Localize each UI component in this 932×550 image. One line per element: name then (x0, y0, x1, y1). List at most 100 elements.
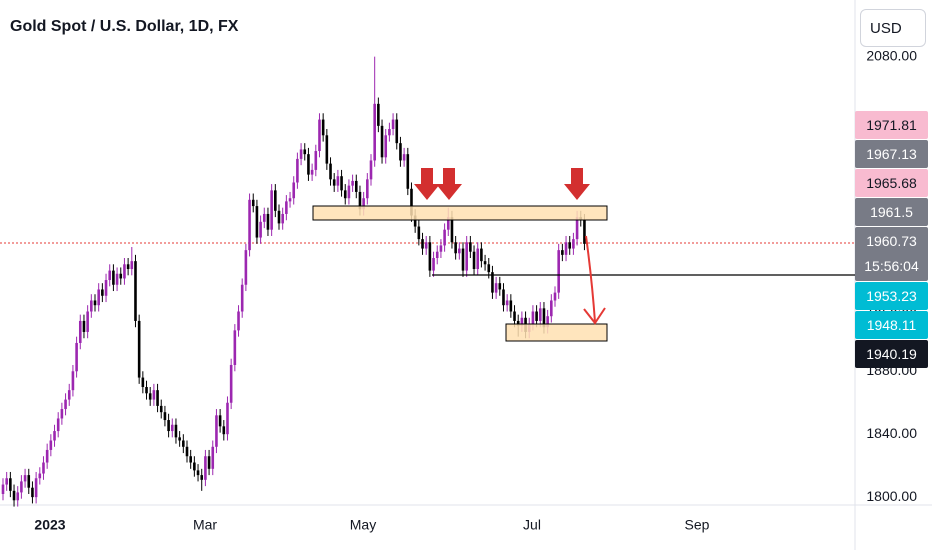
candle-body (45, 449, 49, 463)
support-zone (505, 323, 608, 342)
candle-body (251, 199, 255, 207)
candle-body (16, 492, 20, 501)
candle-body (222, 426, 226, 435)
candle-body (388, 129, 391, 136)
candle-body (42, 462, 45, 474)
candle-body (38, 473, 42, 479)
candle-body (1, 484, 5, 494)
candle-body (137, 320, 141, 378)
candle-body (82, 320, 86, 332)
currency-button[interactable]: USD (860, 9, 926, 47)
candle-body (60, 409, 64, 419)
candle-body (424, 242, 428, 249)
candle-body (292, 182, 296, 199)
candle-body (93, 300, 97, 306)
candle-body (538, 308, 542, 321)
candle-body (307, 154, 310, 175)
candle-body (182, 440, 185, 447)
candle-body (472, 251, 476, 270)
candle-body (476, 248, 480, 270)
candle-body (233, 330, 237, 365)
price-label: 1940.19 (855, 340, 928, 368)
candle-body (321, 119, 325, 136)
chart-title: Gold Spot / U.S. Dollar, 1D, FX (10, 18, 239, 35)
price-label: 1965.68 (855, 169, 928, 197)
x-tick-label: Sep (685, 517, 710, 533)
candle-body (78, 320, 82, 343)
candle-body (402, 154, 406, 161)
candle-body (274, 190, 277, 211)
resistance-zone (312, 205, 608, 221)
candle-body (413, 215, 417, 227)
candle-body (159, 405, 163, 413)
candle-body (458, 248, 461, 254)
price-label-value: 1940.19 (866, 345, 917, 362)
candle-body (218, 415, 222, 427)
projection-arrow (585, 235, 596, 323)
candle-body (211, 446, 215, 469)
candle-body (255, 206, 259, 238)
candle-body (531, 311, 535, 325)
candle-body (542, 308, 546, 328)
y-tick-label: 2080.00 (866, 47, 917, 63)
candle-body (494, 283, 498, 293)
price-label-value: 1967.13 (866, 145, 917, 162)
candle-body (303, 149, 307, 155)
candle-body (406, 154, 410, 189)
candle-body (9, 478, 12, 491)
price-label-value: 1948.11 (866, 316, 917, 333)
candle-body (145, 387, 148, 394)
candle-body (75, 342, 78, 372)
candle-body (34, 478, 38, 498)
candle-body (343, 190, 347, 199)
x-tick-label: Jul (523, 517, 541, 533)
candle-body (49, 440, 53, 450)
candle-body (443, 229, 446, 246)
candle-body (450, 217, 454, 243)
candle-body (281, 213, 284, 224)
candle-body (461, 248, 465, 271)
candle-body (126, 264, 130, 270)
candle-body (104, 280, 108, 296)
candle-body (262, 213, 266, 222)
candle-body (296, 158, 299, 183)
y-tick-label: 1800.00 (866, 488, 917, 504)
candle-body (318, 119, 321, 152)
down-arrow (436, 168, 462, 200)
x-tick-label: Mar (193, 517, 217, 533)
candle-body (583, 220, 586, 244)
candle-body (310, 169, 314, 175)
candle-body (123, 264, 126, 279)
candle-body (480, 248, 483, 262)
price-label: 1948.11 (855, 311, 928, 339)
candle-body (178, 437, 181, 441)
candle-body (97, 289, 100, 306)
candle-body (163, 412, 167, 421)
price-label: 1967.13 (855, 140, 928, 168)
candle-body (86, 311, 89, 332)
candle-body (550, 300, 553, 317)
candle-body (435, 251, 439, 259)
candle-body (134, 261, 137, 321)
candle-body (174, 424, 178, 438)
candle-body (384, 135, 388, 158)
countdown: 15:56:04 (864, 258, 919, 274)
candle-body (248, 199, 251, 251)
candle-body (207, 456, 211, 469)
candle-body (325, 135, 329, 164)
candle-body (23, 475, 27, 482)
candle-body (358, 191, 362, 210)
candle-body (561, 250, 564, 255)
candle-body (266, 213, 270, 230)
candle-body (557, 250, 560, 293)
candle-body (354, 180, 358, 192)
candle-body (432, 258, 435, 271)
candle-body (204, 456, 207, 480)
projection-arrowhead (583, 307, 606, 325)
candle-body (347, 185, 351, 199)
candle-body (373, 103, 376, 161)
price-label-value: 1965.68 (866, 174, 917, 191)
candle-body (67, 390, 71, 400)
candle-body (156, 390, 159, 406)
